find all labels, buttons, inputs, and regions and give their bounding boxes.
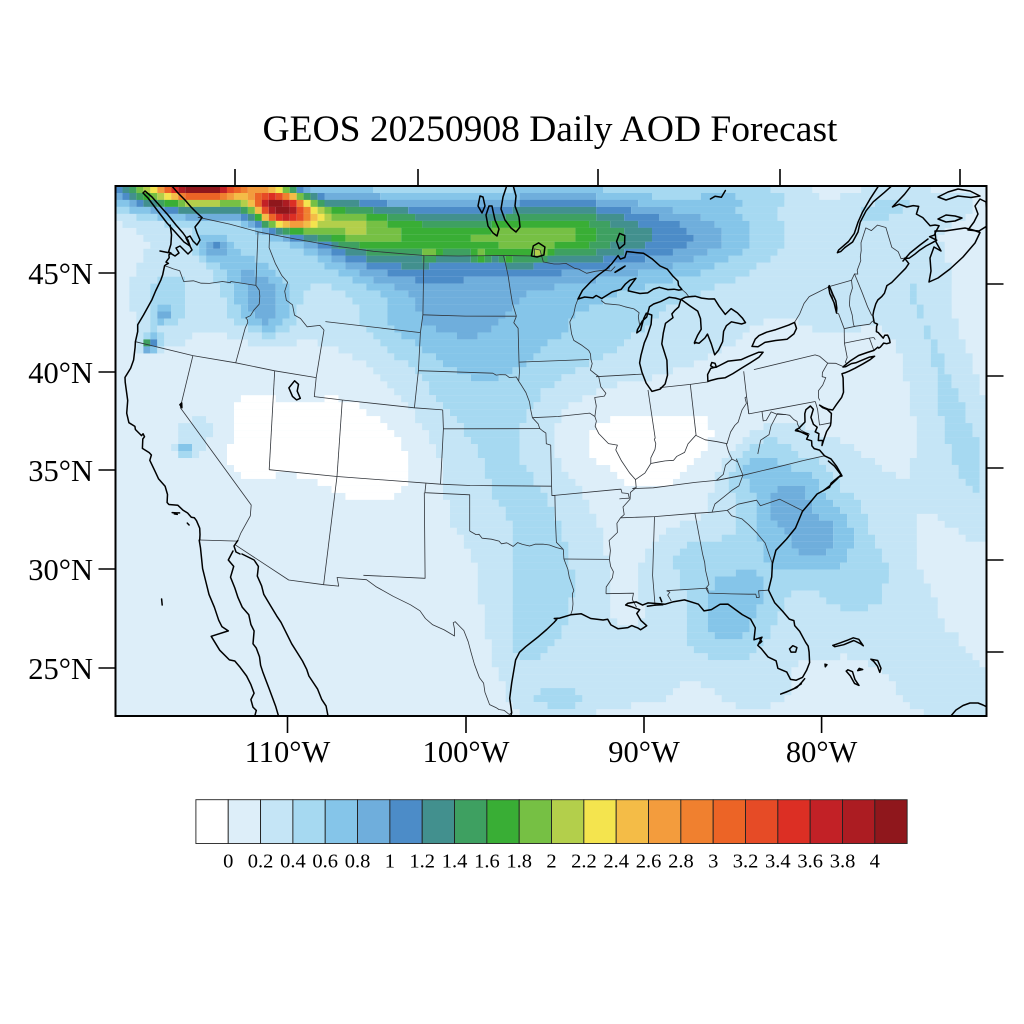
svg-text:110°W: 110°W [245,735,331,769]
svg-text:3.4: 3.4 [765,851,791,873]
svg-text:0.8: 0.8 [345,851,371,873]
svg-text:2.6: 2.6 [636,851,662,873]
svg-text:1.2: 1.2 [409,851,435,873]
svg-text:2.8: 2.8 [668,851,694,873]
svg-text:1.8: 1.8 [506,851,532,873]
svg-text:1: 1 [385,851,395,873]
svg-text:3.6: 3.6 [797,851,823,873]
svg-text:2.4: 2.4 [603,851,629,873]
svg-text:0: 0 [223,851,233,873]
svg-text:3.8: 3.8 [830,851,856,873]
svg-text:90°W: 90°W [608,735,680,769]
svg-text:45°N: 45°N [28,257,93,291]
svg-text:3: 3 [708,851,718,873]
svg-text:GEOS 20250908 Daily AOD Foreca: GEOS 20250908 Daily AOD Forecast [263,109,839,150]
svg-text:1.4: 1.4 [442,851,468,873]
svg-text:2.2: 2.2 [571,851,597,873]
svg-text:100°W: 100°W [423,735,510,769]
svg-text:25°N: 25°N [28,652,93,686]
svg-text:0.6: 0.6 [312,851,338,873]
svg-text:0.4: 0.4 [280,851,306,873]
svg-text:1.6: 1.6 [474,851,500,873]
svg-text:3.2: 3.2 [733,851,759,873]
svg-text:0.2: 0.2 [248,851,274,873]
svg-text:2: 2 [546,851,556,873]
svg-text:80°W: 80°W [786,735,858,769]
svg-text:4: 4 [870,851,880,873]
svg-text:30°N: 30°N [28,553,93,587]
svg-text:40°N: 40°N [28,356,93,390]
svg-text:35°N: 35°N [28,454,93,488]
